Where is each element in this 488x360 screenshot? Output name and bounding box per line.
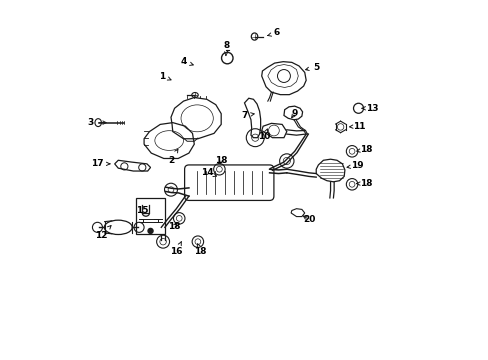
Text: 11: 11 (349, 122, 365, 131)
Text: 10: 10 (258, 129, 270, 141)
Text: 1: 1 (159, 72, 171, 81)
Text: 4: 4 (180, 57, 193, 66)
Text: 15: 15 (136, 206, 148, 215)
Text: 2: 2 (167, 149, 178, 165)
Text: 18: 18 (194, 244, 206, 256)
Circle shape (148, 228, 153, 233)
Text: 12: 12 (95, 226, 111, 240)
Text: 3: 3 (87, 118, 106, 127)
Text: 20: 20 (302, 215, 315, 224)
Text: 6: 6 (267, 28, 279, 37)
Text: 19: 19 (346, 161, 363, 170)
Text: 8: 8 (223, 41, 229, 56)
Bar (136, 198, 164, 234)
Text: 18: 18 (215, 156, 227, 165)
Text: 7: 7 (241, 111, 254, 120)
Text: 5: 5 (305, 63, 319, 72)
Text: 18: 18 (356, 145, 372, 154)
Text: 18: 18 (356, 179, 372, 188)
Text: 9: 9 (291, 109, 297, 118)
Text: 13: 13 (361, 104, 377, 113)
Text: 14: 14 (200, 168, 216, 177)
Text: 18: 18 (168, 222, 181, 231)
Text: 17: 17 (91, 159, 110, 168)
Text: 16: 16 (170, 242, 182, 256)
